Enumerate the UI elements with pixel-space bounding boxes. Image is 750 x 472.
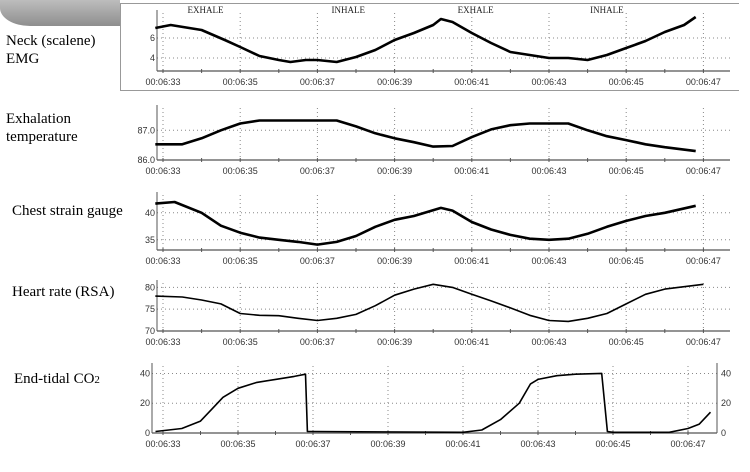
label-line: temperature <box>6 129 78 145</box>
series-line <box>155 15 697 64</box>
label-neck-emg: Neck (scalene) EMG <box>6 32 96 68</box>
label-line: End-tidal CO <box>14 371 95 387</box>
y-tick-label: 80 <box>145 282 155 292</box>
y-tick-label-right: 40 <box>721 368 731 378</box>
series-line <box>155 119 696 153</box>
y-tick-label: 6 <box>150 33 155 43</box>
x-tick-label: 00:06:47 <box>686 77 721 87</box>
x-tick-label: 00:06:43 <box>531 256 566 266</box>
y-tick-label: 20 <box>140 398 150 408</box>
y-tick-label-right: 0 <box>721 428 726 438</box>
y-tick-label-right: 20 <box>721 398 731 408</box>
x-tick-label: 00:06:39 <box>377 337 412 347</box>
x-tick-label: 00:06:41 <box>445 439 480 449</box>
y-tick-label: 75 <box>145 304 155 314</box>
y-tick-label: 86.0 <box>137 155 155 165</box>
label-line: Exhalation <box>6 111 71 127</box>
x-tick-label: 00:06:35 <box>223 337 258 347</box>
x-tick-label: 00:06:35 <box>220 439 255 449</box>
label-line: Chest strain gauge <box>12 203 123 219</box>
x-tick-label: 00:06:45 <box>609 256 644 266</box>
x-tick-label: 00:06:37 <box>300 166 335 176</box>
x-tick-label: 00:06:41 <box>454 337 489 347</box>
y-tick-label: 40 <box>145 208 155 218</box>
x-tick-label: 00:06:41 <box>454 77 489 87</box>
x-tick-label: 00:06:45 <box>609 166 644 176</box>
label-end-tidal-co2: End-tidal CO2 <box>14 370 100 389</box>
x-tick-label: 00:06:45 <box>595 439 630 449</box>
series-line <box>155 283 704 323</box>
x-tick-label: 00:06:45 <box>609 77 644 87</box>
x-tick-label: 00:06:47 <box>686 166 721 176</box>
label-line: Neck (scalene) <box>6 33 96 49</box>
x-tick-label: 00:06:47 <box>670 439 705 449</box>
y-tick-label: 4 <box>150 53 155 63</box>
label-line: Heart rate (RSA) <box>12 284 115 300</box>
x-tick-label: 00:06:43 <box>531 337 566 347</box>
x-tick-label: 00:06:43 <box>520 439 555 449</box>
series-line <box>155 200 696 246</box>
x-tick-label: 00:06:43 <box>531 77 566 87</box>
phase-annotation: EXHALE <box>458 5 494 15</box>
x-tick-label: 00:06:33 <box>145 256 180 266</box>
phase-annotation: EXHALE <box>187 5 223 15</box>
x-tick-label: 00:06:37 <box>300 77 335 87</box>
x-tick-label: 00:06:39 <box>377 256 412 266</box>
y-tick-label: 87.0 <box>137 125 155 135</box>
y-tick-label: 0 <box>145 428 150 438</box>
phase-annotation: INHALE <box>590 5 624 15</box>
x-tick-label: 00:06:39 <box>370 439 405 449</box>
label-chest-strain-gauge: Chest strain gauge <box>12 202 123 220</box>
x-tick-label: 00:06:45 <box>609 337 644 347</box>
series-line <box>155 372 712 434</box>
y-tick-label: 40 <box>140 368 150 378</box>
x-tick-label: 00:06:37 <box>300 337 335 347</box>
x-tick-label: 00:06:33 <box>145 439 180 449</box>
x-tick-label: 00:06:41 <box>454 166 489 176</box>
x-tick-label: 00:06:43 <box>531 166 566 176</box>
x-tick-label: 00:06:33 <box>145 77 180 87</box>
label-line: EMG <box>6 51 40 67</box>
top-panel-frame <box>120 3 739 91</box>
decorative-header-tab <box>0 0 120 26</box>
x-tick-label: 00:06:35 <box>223 256 258 266</box>
x-tick-label: 00:06:41 <box>454 256 489 266</box>
x-tick-label: 00:06:37 <box>300 256 335 266</box>
x-tick-label: 00:06:47 <box>686 337 721 347</box>
x-tick-label: 00:06:39 <box>377 77 412 87</box>
phase-annotation: INHALE <box>332 5 366 15</box>
x-tick-label: 00:06:33 <box>145 166 180 176</box>
x-tick-label: 00:06:35 <box>223 166 258 176</box>
label-heart-rate: Heart rate (RSA) <box>12 283 114 301</box>
x-tick-label: 00:06:33 <box>145 337 180 347</box>
x-tick-label: 00:06:39 <box>377 166 412 176</box>
label-subscript: 2 <box>94 374 100 386</box>
label-exhalation-temperature: Exhalation temperature <box>6 110 78 146</box>
y-tick-label: 70 <box>145 326 155 336</box>
x-tick-label: 00:06:35 <box>223 77 258 87</box>
x-tick-label: 00:06:37 <box>295 439 330 449</box>
y-tick-label: 35 <box>145 235 155 245</box>
x-tick-label: 00:06:47 <box>686 256 721 266</box>
